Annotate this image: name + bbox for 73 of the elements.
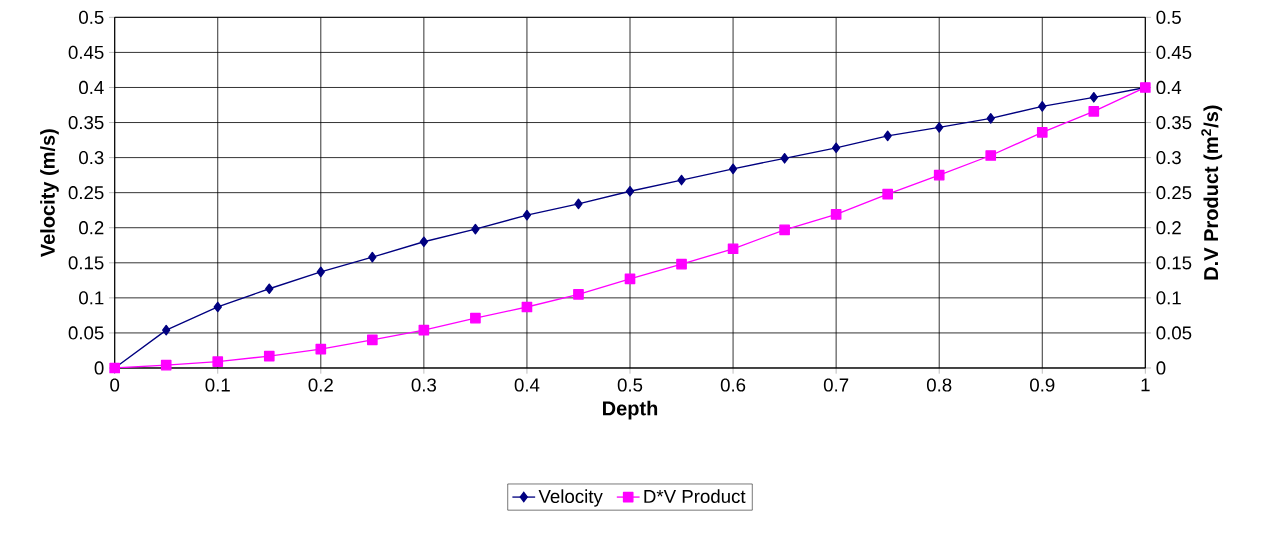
x-tick-label: 0.3 [411,378,437,392]
point [882,188,894,200]
y2-tick-label: 0 [1156,361,1166,375]
point [831,142,841,153]
point [779,224,790,236]
point [316,266,325,278]
point [1088,105,1100,117]
y-axis-title: Velocity (m/s) [40,129,59,257]
x-tick-label: 1 [1141,378,1150,392]
x-tick-label: 0.6 [720,378,746,392]
x-tick-label: 0.4 [514,378,540,392]
point [1038,100,1047,112]
point [213,301,222,313]
y-tick-label: 0.3 [79,150,104,165]
x-axis-title: Depth [603,400,658,420]
y-tick-label: 0.25 [68,185,104,200]
point [522,209,532,221]
x-tick-label: 0.2 [308,378,333,392]
point [471,223,480,235]
point [830,208,842,220]
y-tick-label: 0.4 [79,80,104,94]
point [1036,126,1048,138]
point [573,288,584,300]
point [985,150,997,161]
x-tick-label: 0.1 [205,378,230,392]
point [625,185,635,197]
y2-tick-label: 0.15 [1156,256,1192,270]
y2-tick-label: 0.05 [1156,326,1192,340]
y2-tick-label: 0.3 [1156,150,1181,165]
y-tick-label: 0.45 [68,45,104,59]
point [315,343,327,355]
point [368,251,377,263]
y2-tick-label: 0.35 [1156,115,1192,129]
y-tick-label: 0.15 [68,256,104,270]
point [727,243,739,254]
y2-tick-label: 0.2 [1156,220,1181,235]
point [677,174,686,186]
y-tick-label: 0.05 [68,326,104,340]
point [883,130,892,142]
legend-label: D*V Product [644,489,746,503]
point [265,283,274,294]
y2-tick-label: 0.45 [1156,45,1192,59]
y-tick-label: 0.2 [79,220,104,235]
point [780,152,789,164]
y-tick-label: 0.35 [68,115,104,129]
x-tick-label: 0.7 [823,378,849,392]
point [935,121,944,133]
x-tick-label: 0.8 [926,378,952,392]
point [263,350,275,362]
legend-label: Velocity [538,489,603,507]
x-tick-label: 0.5 [617,378,643,392]
y2-tick-label: 0.5 [1156,10,1181,24]
x-tick-label: 0 [110,378,120,392]
point [986,112,995,124]
y2-axis-title: D.V Product (m$^{2}$/s) [1201,105,1223,280]
point [419,236,429,247]
y2-tick-label: 0.4 [1156,80,1182,94]
point [574,198,583,210]
x-tick-label: 0.9 [1030,378,1055,392]
point [676,258,687,270]
point [212,356,224,367]
point [728,163,738,174]
y-tick-label: 0.5 [79,10,104,24]
point [470,312,481,324]
point [160,359,172,371]
point [367,334,378,346]
y-tick-label: 0.1 [79,291,104,305]
point [1089,91,1098,103]
y2-tick-label: 0.25 [1156,185,1192,200]
y-tick-label: 0 [94,361,104,375]
y2-tick-label: 0.1 [1156,291,1181,305]
point [933,169,945,181]
point [162,324,171,336]
